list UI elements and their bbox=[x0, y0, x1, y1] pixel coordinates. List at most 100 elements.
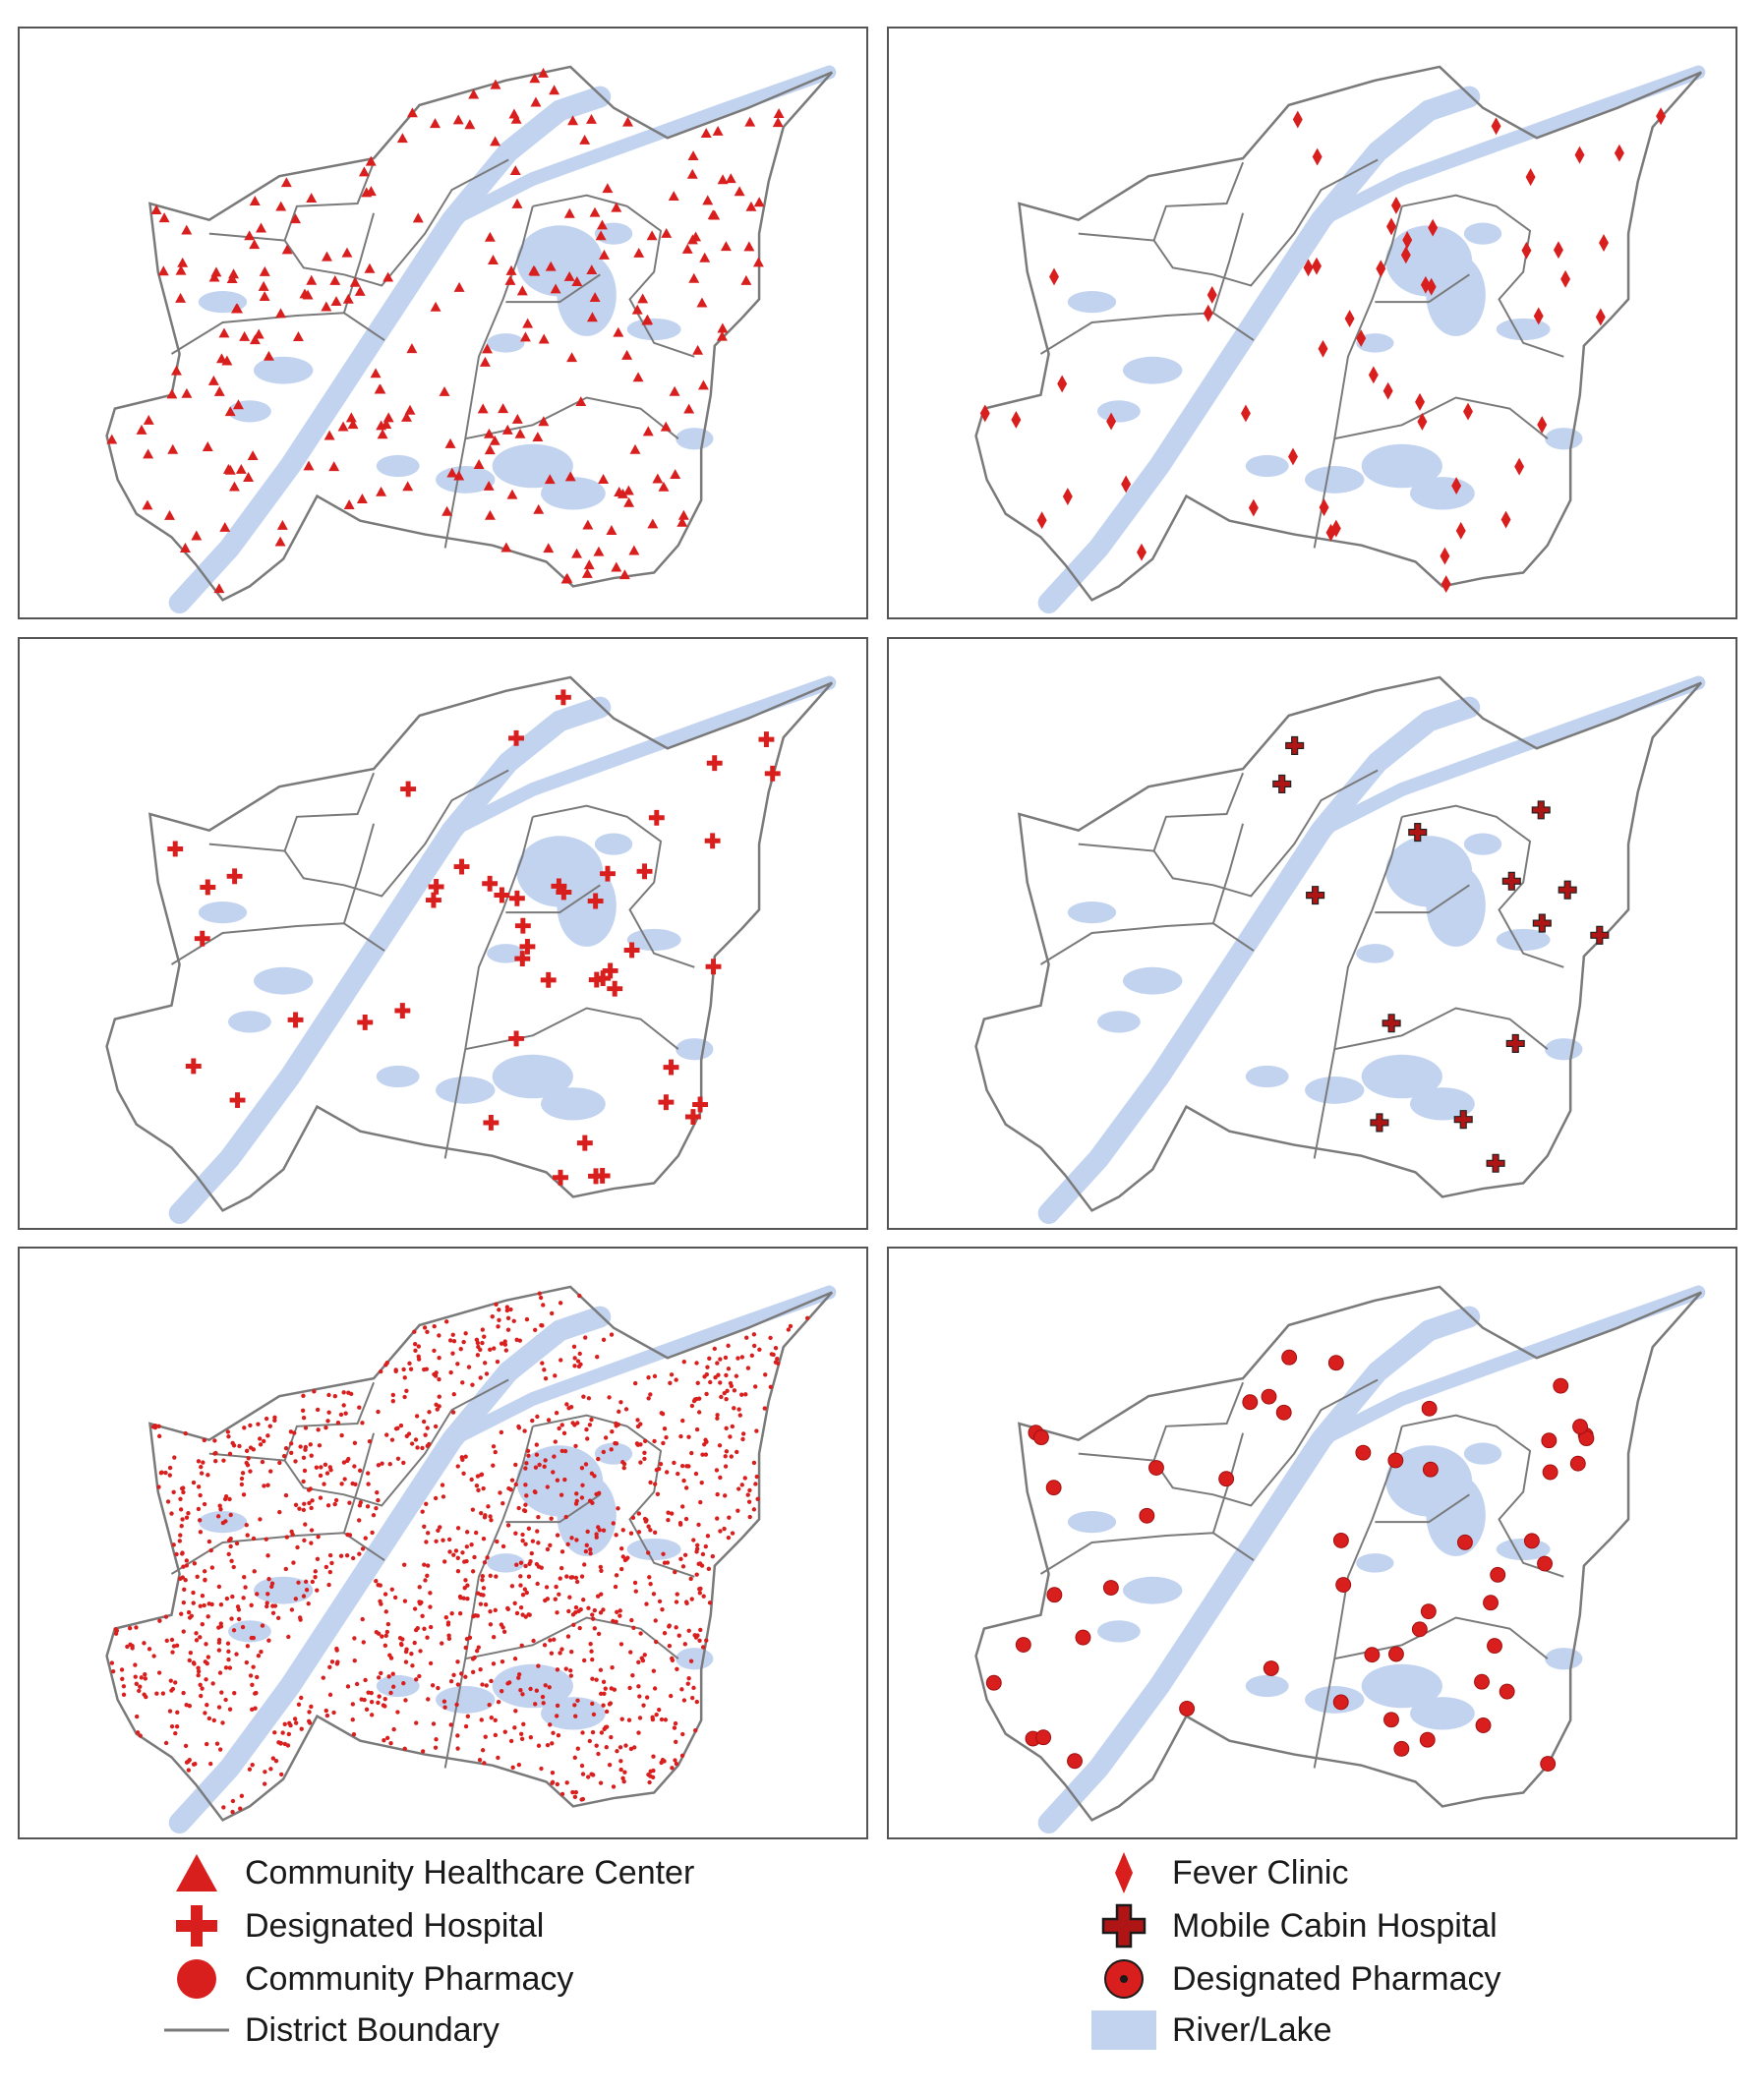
community-healthcare-center-marker bbox=[452, 114, 464, 125]
community-healthcare-center-marker bbox=[606, 525, 617, 535]
community-pharmacy-marker bbox=[496, 1700, 501, 1705]
community-pharmacy-marker bbox=[382, 1704, 387, 1709]
community-pharmacy-marker bbox=[601, 1337, 607, 1342]
community-healthcare-center-marker bbox=[290, 213, 302, 224]
community-pharmacy-marker bbox=[256, 1422, 261, 1426]
designated-hospital-marker bbox=[425, 892, 441, 908]
community-pharmacy-marker bbox=[572, 1364, 577, 1368]
community-pharmacy-marker bbox=[599, 1592, 604, 1597]
community-pharmacy-marker bbox=[804, 1315, 810, 1320]
community-pharmacy-marker bbox=[168, 1678, 173, 1683]
community-pharmacy-marker bbox=[695, 1542, 700, 1547]
community-healthcare-center-marker bbox=[166, 388, 178, 399]
designated-pharmacy-marker bbox=[1419, 1731, 1436, 1748]
community-pharmacy-marker bbox=[309, 1453, 314, 1458]
community-pharmacy-marker bbox=[283, 1566, 289, 1572]
designated-hospital-marker bbox=[764, 765, 781, 782]
community-healthcare-center-marker bbox=[660, 421, 672, 432]
community-pharmacy-marker bbox=[113, 1631, 119, 1636]
designated-pharmacy-marker bbox=[1364, 1647, 1381, 1663]
district-boundary bbox=[1334, 1616, 1549, 1660]
community-pharmacy-marker bbox=[589, 1471, 595, 1476]
community-pharmacy-marker bbox=[598, 1667, 604, 1672]
community-pharmacy-marker bbox=[113, 1627, 118, 1632]
community-pharmacy-marker bbox=[447, 1338, 453, 1343]
community-pharmacy-marker bbox=[680, 1418, 685, 1424]
community-pharmacy-marker bbox=[617, 1409, 621, 1415]
district-boundary bbox=[1039, 1532, 1255, 1575]
community-pharmacy-marker bbox=[342, 1477, 347, 1482]
community-pharmacy-marker bbox=[747, 1514, 752, 1520]
designated-hospital-marker bbox=[706, 755, 723, 772]
district-boundary bbox=[465, 1616, 679, 1660]
community-pharmacy-marker bbox=[680, 1731, 685, 1737]
community-pharmacy-marker bbox=[206, 1655, 211, 1659]
community-pharmacy-marker bbox=[491, 1463, 496, 1468]
community-pharmacy-marker bbox=[481, 1485, 486, 1491]
community-pharmacy-marker bbox=[646, 1396, 651, 1401]
community-pharmacy-marker bbox=[327, 1552, 333, 1558]
community-pharmacy-marker bbox=[341, 1390, 346, 1395]
community-pharmacy-marker bbox=[619, 1566, 624, 1572]
community-pharmacy-marker bbox=[575, 1746, 580, 1751]
community-pharmacy-marker bbox=[489, 1518, 494, 1523]
map-community-pharmacy bbox=[105, 1285, 837, 1834]
community-pharmacy-marker bbox=[322, 1482, 326, 1486]
community-healthcare-center-marker bbox=[323, 430, 335, 440]
community-pharmacy-marker bbox=[573, 1789, 579, 1795]
community-pharmacy-marker bbox=[449, 1610, 454, 1616]
community-pharmacy-marker bbox=[494, 1574, 499, 1579]
lake-shape bbox=[594, 833, 633, 855]
community-pharmacy-marker bbox=[474, 1337, 480, 1343]
community-pharmacy-marker bbox=[617, 1745, 623, 1750]
community-pharmacy-marker bbox=[403, 1698, 408, 1703]
community-pharmacy-marker bbox=[543, 1376, 549, 1381]
fever-clinic-marker bbox=[1614, 144, 1624, 162]
community-pharmacy-marker bbox=[436, 1685, 441, 1691]
fever-clinic-marker bbox=[1426, 277, 1437, 296]
community-pharmacy-marker bbox=[512, 1657, 518, 1661]
community-pharmacy-marker bbox=[724, 1449, 730, 1454]
lake-shape bbox=[376, 1065, 420, 1088]
community-healthcare-center-marker bbox=[477, 403, 489, 414]
community-pharmacy-marker bbox=[297, 1506, 302, 1511]
community-pharmacy-marker bbox=[714, 1468, 720, 1473]
community-pharmacy-marker bbox=[618, 1546, 624, 1551]
community-healthcare-center-marker bbox=[538, 67, 550, 78]
community-pharmacy-marker bbox=[194, 1631, 199, 1636]
community-pharmacy-marker bbox=[265, 1483, 270, 1487]
community-pharmacy-marker bbox=[694, 1361, 699, 1366]
community-pharmacy-marker bbox=[702, 1374, 707, 1379]
community-healthcare-center-marker bbox=[613, 326, 624, 337]
water-swatch-icon bbox=[1091, 2010, 1156, 2050]
community-pharmacy-marker bbox=[314, 1465, 320, 1470]
mobile-cabin-hospital-marker bbox=[1408, 823, 1428, 843]
community-pharmacy-marker bbox=[673, 1720, 678, 1726]
community-pharmacy-marker bbox=[416, 1354, 421, 1359]
community-pharmacy-marker bbox=[239, 1482, 245, 1487]
community-pharmacy-marker bbox=[223, 1697, 228, 1703]
community-pharmacy-marker bbox=[708, 1379, 713, 1385]
community-pharmacy-marker bbox=[383, 1633, 388, 1639]
community-pharmacy-marker bbox=[366, 1690, 371, 1695]
community-pharmacy-marker bbox=[564, 1780, 569, 1785]
community-pharmacy-marker bbox=[737, 1413, 742, 1418]
community-pharmacy-marker bbox=[654, 1639, 659, 1645]
community-pharmacy-marker bbox=[723, 1464, 729, 1469]
community-pharmacy-marker bbox=[617, 1613, 622, 1618]
community-pharmacy-marker bbox=[217, 1747, 223, 1752]
community-pharmacy-marker bbox=[635, 1418, 640, 1423]
community-pharmacy-marker bbox=[489, 1716, 494, 1720]
community-pharmacy-marker bbox=[387, 1462, 392, 1467]
community-healthcare-center-marker bbox=[213, 385, 225, 396]
lake-shape bbox=[376, 454, 420, 478]
community-pharmacy-marker bbox=[776, 1361, 781, 1366]
community-pharmacy-marker bbox=[227, 1538, 232, 1543]
community-pharmacy-marker bbox=[223, 1519, 228, 1524]
community-healthcare-center-marker bbox=[717, 322, 729, 333]
community-pharmacy-marker bbox=[301, 1594, 307, 1599]
designated-pharmacy-marker bbox=[1387, 1646, 1404, 1662]
community-pharmacy-marker bbox=[202, 1501, 207, 1507]
community-pharmacy-marker bbox=[533, 1702, 538, 1707]
community-pharmacy-marker bbox=[464, 1558, 469, 1564]
